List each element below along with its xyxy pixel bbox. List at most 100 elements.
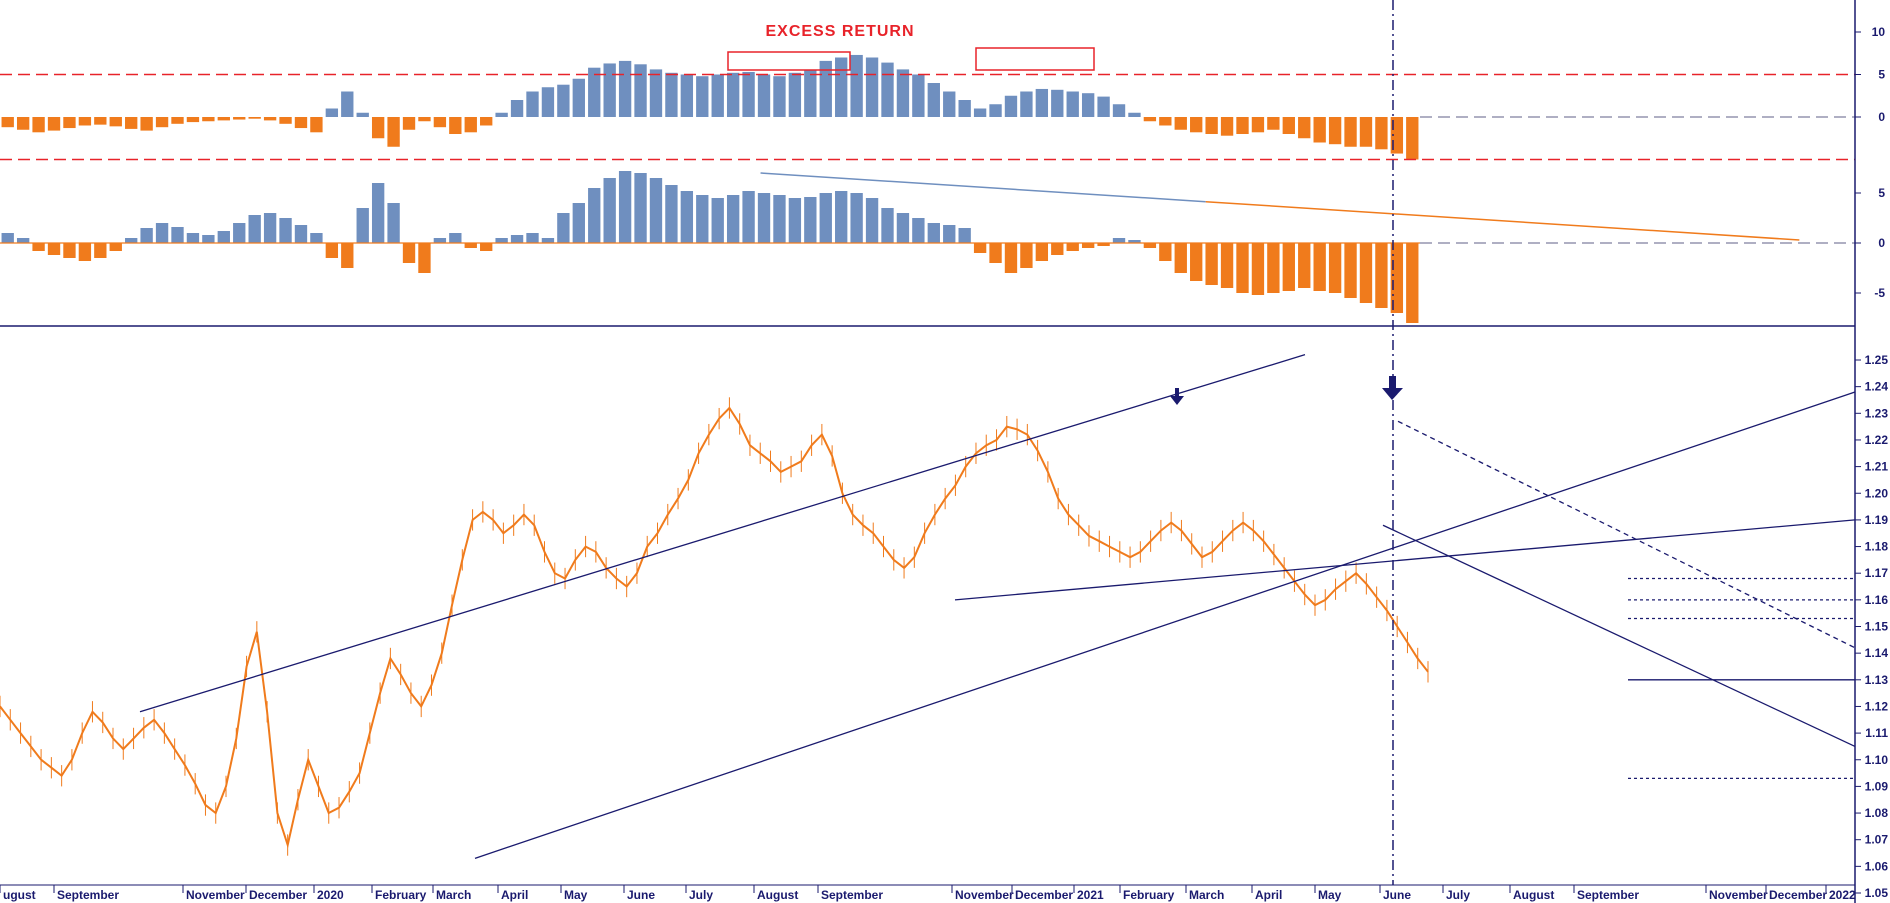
axis-tick-label: 1.15 — [1865, 620, 1889, 634]
momentum-bar — [510, 235, 524, 243]
momentum-bar — [1359, 243, 1373, 303]
month-label: April — [1255, 888, 1282, 902]
momentum-bar — [634, 173, 647, 243]
excess-return-bar — [1359, 117, 1373, 147]
month-label: August — [757, 888, 798, 902]
excess-return-bar — [279, 117, 292, 124]
momentum-bar — [912, 218, 925, 243]
momentum-bar — [680, 191, 694, 243]
momentum-bar — [1143, 243, 1157, 248]
excess-return-bar — [696, 76, 709, 117]
momentum-bar — [1190, 243, 1203, 281]
excess-return-bar — [125, 117, 138, 129]
momentum-bar — [1375, 243, 1388, 308]
momentum-bar — [202, 235, 215, 243]
month-label: July — [689, 888, 713, 902]
excess-return-bar — [510, 100, 524, 117]
month-label: November — [955, 888, 1014, 902]
month-label: August — [1513, 888, 1554, 902]
axis-tick-label: 1.24 — [1865, 380, 1889, 394]
excess-return-bar — [618, 60, 632, 117]
excess-return-bar — [94, 117, 107, 125]
momentum-bar — [1267, 243, 1280, 293]
excess-return-bar — [202, 117, 215, 122]
momentum-bar — [387, 203, 400, 243]
momentum-bar — [433, 238, 447, 243]
momentum-bar — [665, 185, 678, 243]
momentum-bar — [1051, 243, 1064, 255]
axis-tick-label: 1.25 — [1865, 353, 1889, 367]
axis-tick-label: 1.11 — [1865, 726, 1888, 740]
down-arrow-icon — [1170, 388, 1184, 405]
excess-return-bar — [387, 117, 400, 147]
momentum-bar — [371, 183, 385, 243]
momentum-bar — [480, 243, 493, 251]
momentum-bar — [958, 228, 971, 243]
excess-return-bar — [1313, 117, 1326, 143]
excess-return-bar — [186, 117, 200, 123]
month-label: February — [1123, 888, 1175, 902]
momentum-bar — [140, 228, 153, 243]
descending-dotted-line — [1397, 420, 1856, 649]
momentum-bar — [757, 193, 771, 243]
momentum-bar — [773, 195, 786, 243]
excess-return-bar — [1390, 117, 1404, 154]
momentum-bar — [1035, 243, 1049, 261]
month-label: March — [436, 888, 471, 902]
axis-tick-label: 0 — [1878, 110, 1885, 124]
excess-return-bar — [1035, 88, 1049, 117]
momentum-bar — [943, 225, 956, 243]
momentum-bar — [696, 195, 709, 243]
excess-return-bar — [757, 74, 771, 117]
axis-tick-label: 1.19 — [1865, 513, 1889, 527]
momentum-bar — [449, 233, 462, 243]
top-axis-ticks: 10 5 0 — [1855, 25, 1885, 124]
excess-return-bar — [16, 117, 30, 130]
excess-return-bar — [371, 117, 385, 139]
excess-return-bar — [649, 69, 663, 117]
excess-return-bar — [356, 112, 369, 117]
momentum-bar — [1328, 243, 1342, 293]
axis-tick-label: 1.05 — [1865, 886, 1889, 900]
excess-return-bar — [773, 76, 786, 117]
momentum-bar — [1097, 243, 1110, 246]
axis-tick-label: 1.12 — [1865, 699, 1889, 713]
excess-return-bar — [634, 64, 647, 117]
momentum-bar — [1406, 243, 1419, 323]
excess-return-bar — [1112, 104, 1126, 117]
excess-return-bar — [804, 70, 817, 117]
momentum-bar — [726, 195, 740, 243]
momentum-bar — [865, 198, 879, 243]
momentum-bar — [279, 218, 292, 243]
axis-tick-label: -5 — [1874, 286, 1885, 300]
momentum-bar — [1128, 240, 1141, 243]
channel-upper-line — [139, 354, 1306, 713]
excess-return-bar — [881, 62, 894, 117]
excess-return-bar — [464, 117, 477, 133]
excess-return-bar — [217, 117, 230, 121]
momentum-bar — [649, 178, 663, 243]
momentum-bar — [63, 243, 76, 258]
excess-return-bar — [63, 117, 76, 129]
excess-return-bar — [248, 117, 261, 119]
excess-return-bar — [1174, 117, 1187, 130]
momentum-bar — [1112, 238, 1126, 243]
momentum-bar — [1066, 243, 1079, 251]
excess-return-bar — [927, 83, 940, 117]
momentum-bar — [78, 243, 92, 261]
month-label: May — [1318, 888, 1342, 902]
axis-tick-label: 1.18 — [1865, 540, 1889, 554]
month-label: September — [57, 888, 119, 902]
support-trendline — [954, 519, 1856, 601]
momentum-bar — [1, 233, 14, 243]
excess-return-bar — [233, 117, 246, 120]
momentum-bar — [1174, 243, 1187, 273]
excess-return-bar — [1328, 117, 1342, 145]
axis-tick-label: 1.10 — [1865, 753, 1889, 767]
excess-return-bar — [78, 117, 92, 126]
momentum-bar — [464, 243, 477, 248]
excess-return-bar — [835, 57, 848, 117]
momentum-bar — [711, 198, 724, 243]
month-label: ugust — [3, 888, 36, 902]
